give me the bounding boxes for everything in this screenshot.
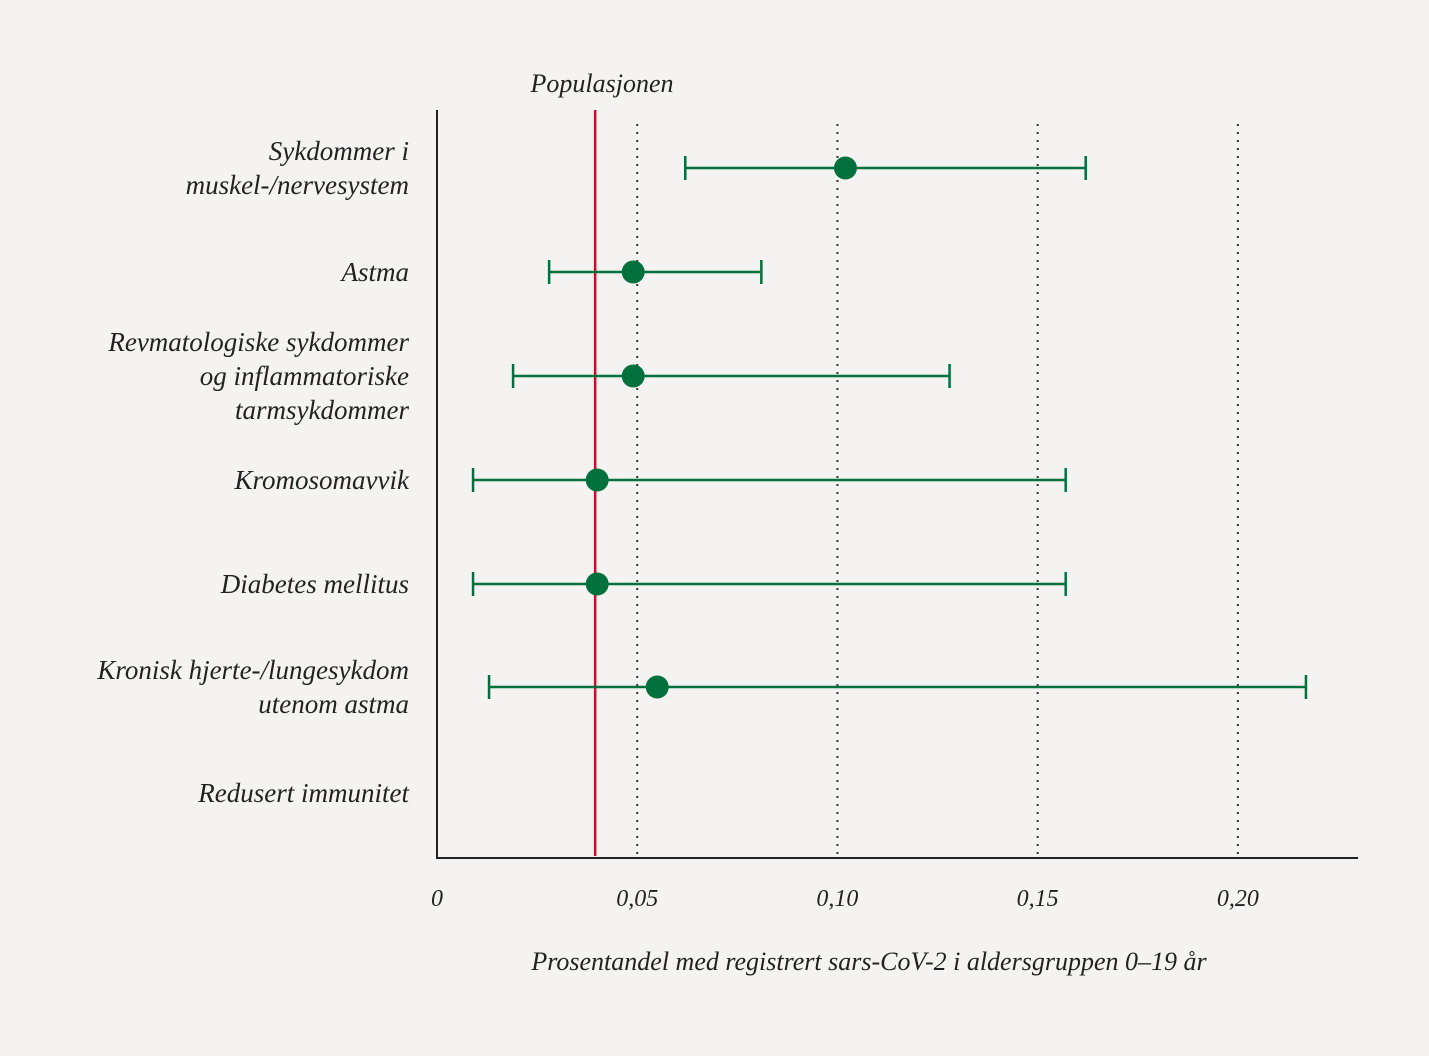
rows: Sykdommer i muskel-/nervesystem Astma Revma… [96, 136, 1308, 808]
x-tick-label: 0,10 [816, 886, 858, 912]
estimate-point [833, 156, 857, 180]
category-label: Sykdommer i [269, 136, 409, 166]
estimate-point [621, 364, 645, 388]
estimate-point [645, 675, 669, 699]
estimate-point [585, 572, 609, 596]
x-tick-label: 0,05 [616, 886, 658, 912]
estimate-point [585, 468, 609, 492]
grid-lines [636, 124, 1239, 858]
x-tick-label: 0,15 [1017, 886, 1059, 912]
category-label: Revmatologiske sykdommer [107, 327, 409, 357]
category-label: Astma [340, 257, 410, 287]
x-tick-label: 0 [431, 886, 443, 912]
category-label: og inflammatoriske [200, 361, 409, 391]
category-label: Kronisk hjerte-/lungesykdom [96, 655, 409, 685]
category-label: utenom astma [258, 689, 409, 719]
category-label: tarmsykdommer [235, 395, 409, 425]
x-axis-label: Prosentandel med registrert sars-CoV-2 i… [530, 947, 1207, 976]
estimate-point [621, 260, 645, 284]
x-tick-label: 0,20 [1217, 886, 1259, 912]
reference-line-label: Populasjonen [530, 69, 674, 98]
category-label: Kromosomavvik [234, 465, 410, 495]
category-label: muskel-/nervesystem [186, 170, 409, 200]
x-tick-labels: 0 0,05 0,10 0,15 0,20 [431, 886, 1259, 912]
category-label: Diabetes mellitus [220, 569, 409, 599]
category-label: Redusert immunitet [197, 778, 410, 808]
axes [436, 110, 1358, 859]
